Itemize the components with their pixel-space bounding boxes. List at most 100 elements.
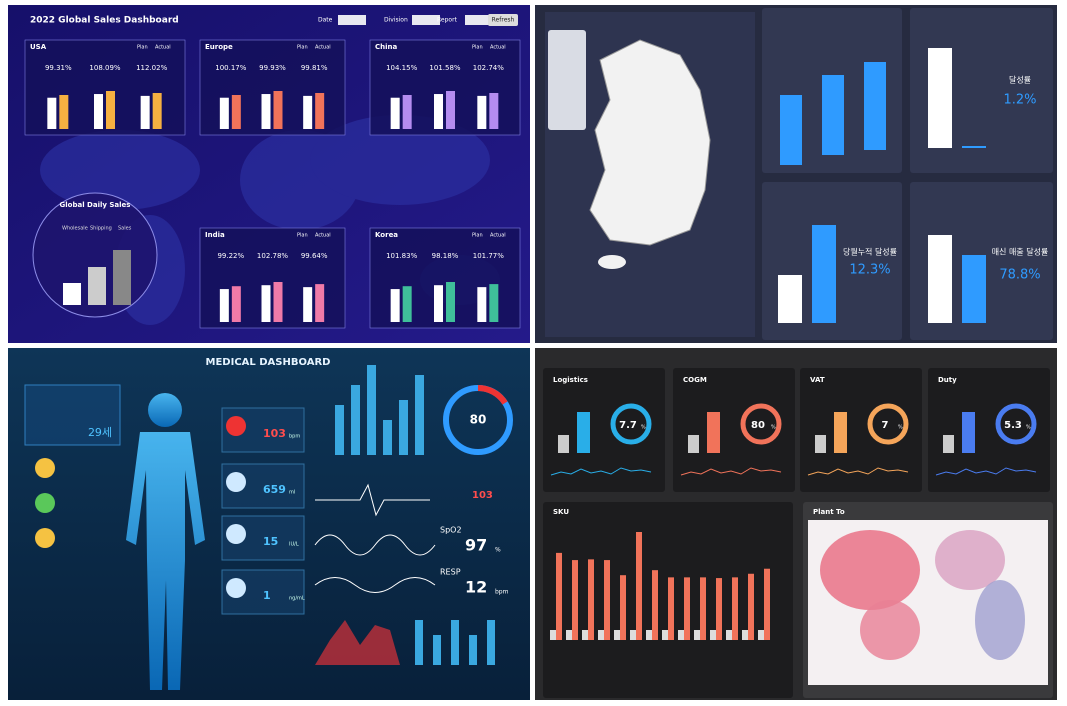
plan-bar [219, 289, 229, 322]
metric: 102.74% [473, 64, 504, 72]
card-unit: % [641, 425, 646, 431]
panel-title: Plant To [813, 508, 845, 516]
legend-plan: Plan [297, 233, 308, 239]
vital-icon [226, 472, 246, 492]
info-box [24, 384, 121, 446]
daily-legend: Wholesale [62, 226, 88, 232]
kpi-value: 12.3% [849, 263, 890, 278]
bar [558, 435, 569, 453]
kpi-label: 달성률 [1009, 76, 1031, 85]
reading-unit: % [495, 547, 501, 554]
bar [566, 630, 572, 640]
bar [694, 630, 700, 640]
card-unit: % [898, 425, 903, 431]
metric: 99.93% [259, 64, 286, 72]
vital-unit: ng/mL [289, 596, 305, 602]
plan-bar [47, 97, 57, 129]
actual-bar [231, 286, 241, 322]
vital-unit: IU/L [289, 542, 299, 548]
control-label: Report [437, 17, 458, 24]
plan-bar [303, 287, 313, 322]
vital-icon [226, 524, 246, 544]
plan-bar [390, 289, 400, 322]
bar [415, 375, 424, 455]
control-input[interactable] [465, 15, 493, 25]
bar [707, 412, 720, 453]
bar [415, 620, 423, 665]
actual-bar [489, 284, 499, 322]
daily-bar [88, 267, 106, 305]
bar [399, 400, 408, 455]
control-input[interactable] [412, 15, 440, 25]
metric: 104.15% [386, 64, 417, 72]
plan-bar [390, 97, 400, 129]
bar [577, 412, 590, 453]
plan-bar [94, 94, 103, 129]
actual-bar [152, 93, 162, 129]
legend-actual: Actual [155, 45, 171, 51]
bar [748, 573, 754, 640]
daily-title: Global Daily Sales [60, 201, 131, 209]
bar [758, 630, 764, 640]
actual-bar [489, 93, 499, 129]
bar [351, 385, 360, 455]
kpi-card [928, 368, 1050, 492]
bar [710, 630, 716, 640]
bar [778, 275, 802, 323]
daily-bar [63, 283, 81, 305]
ring [867, 403, 909, 445]
card-title: Duty [938, 376, 957, 384]
bar [812, 225, 836, 323]
reading-value: 97 [465, 536, 487, 555]
bar [928, 235, 952, 323]
daily-bar [113, 250, 131, 305]
actual-bar [402, 95, 412, 129]
ring [995, 403, 1037, 445]
vital-value: 15 [263, 535, 278, 548]
panel-title: SKU [553, 508, 569, 516]
bar [834, 412, 847, 453]
metric: 101.77% [473, 252, 504, 260]
ring [610, 403, 652, 445]
control-input[interactable] [338, 15, 366, 25]
bar [604, 560, 610, 640]
kpi-value: 78.8% [999, 268, 1040, 283]
bar [582, 630, 588, 640]
plan-bar [434, 94, 443, 129]
map-region [935, 530, 1005, 590]
legend-actual: Actual [315, 45, 331, 51]
actual-bar [446, 91, 455, 129]
kpi-value: 1.2% [1003, 93, 1036, 108]
bar [646, 630, 652, 640]
actual-bar [231, 95, 241, 129]
age: 29세 [88, 426, 112, 439]
actual-bar [315, 93, 325, 129]
korea-map [589, 39, 711, 246]
bar [451, 620, 459, 665]
vital-icon [226, 416, 246, 436]
metric: 99.64% [301, 252, 328, 260]
status-icon [35, 528, 55, 548]
refresh-button[interactable] [488, 14, 518, 26]
card-title: COGM [683, 376, 707, 384]
actual-bar [402, 286, 412, 322]
map-region [820, 530, 920, 610]
vital-icon [226, 578, 246, 598]
bar [652, 570, 658, 640]
plan-bar [303, 95, 313, 129]
bar [732, 577, 738, 640]
bar [864, 62, 886, 150]
bar [469, 635, 477, 665]
refresh-label: Refresh [492, 17, 515, 24]
bar [688, 435, 699, 453]
legend-actual: Actual [490, 233, 506, 239]
bar [962, 412, 975, 453]
card-value: 7.7 [619, 420, 637, 431]
bar [367, 365, 376, 455]
actual-bar [59, 95, 69, 129]
bar [662, 630, 668, 640]
bar [822, 75, 844, 155]
bar [572, 560, 578, 640]
map-menu[interactable] [548, 30, 586, 130]
